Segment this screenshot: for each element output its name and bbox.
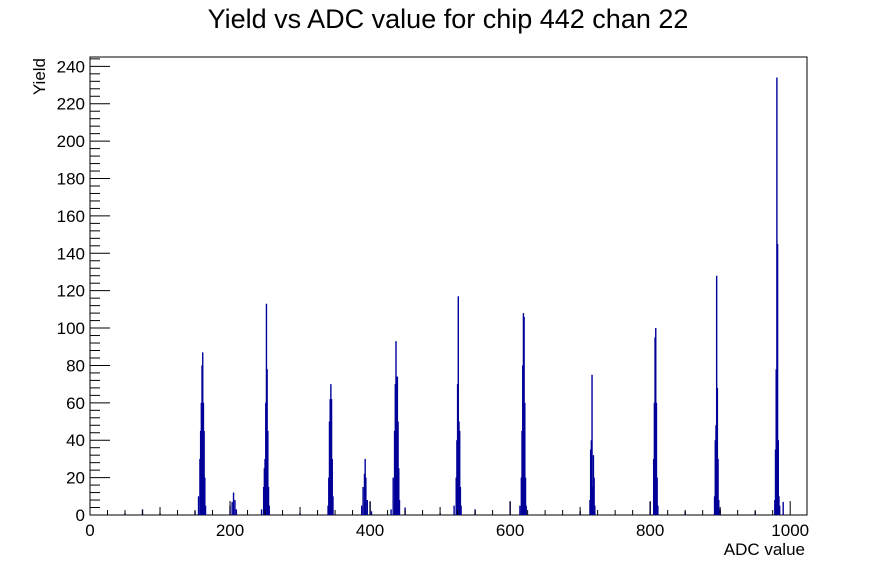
- y-tick-label: 100: [57, 319, 85, 338]
- y-tick-label: 40: [66, 431, 85, 450]
- x-axis-label: ADC value: [724, 540, 805, 559]
- y-axis: 0 20 40 60 80 100 120 140 160 180 200 220 240: [57, 57, 110, 525]
- x-tick-label: 200: [216, 521, 244, 540]
- y-tick-label: 200: [57, 132, 85, 151]
- y-tick-label: 80: [66, 356, 85, 375]
- y-tick-label: 160: [57, 207, 85, 226]
- y-tick-label: 140: [57, 244, 85, 263]
- y-tick-label: 0: [76, 506, 85, 525]
- x-tick-label: 600: [496, 521, 524, 540]
- y-tick-label: 120: [57, 282, 85, 301]
- x-tick-label: 800: [636, 521, 664, 540]
- y-axis-label: Yield: [30, 58, 49, 95]
- y-tick-label: 20: [66, 469, 85, 488]
- x-tick-label: 1000: [771, 521, 809, 540]
- x-axis: 0 200 400 600 800 1000: [85, 501, 809, 540]
- y-tick-label: 240: [57, 57, 85, 76]
- histogram-bars: [124, 77, 784, 515]
- y-tick-label: 180: [57, 170, 85, 189]
- x-tick-label: 0: [85, 521, 94, 540]
- chart-title: Yield vs ADC value for chip 442 chan 22: [208, 4, 689, 34]
- x-tick-label: 400: [356, 521, 384, 540]
- y-tick-label: 220: [57, 95, 85, 114]
- y-tick-label: 60: [66, 394, 85, 413]
- plot-frame: [89, 56, 808, 516]
